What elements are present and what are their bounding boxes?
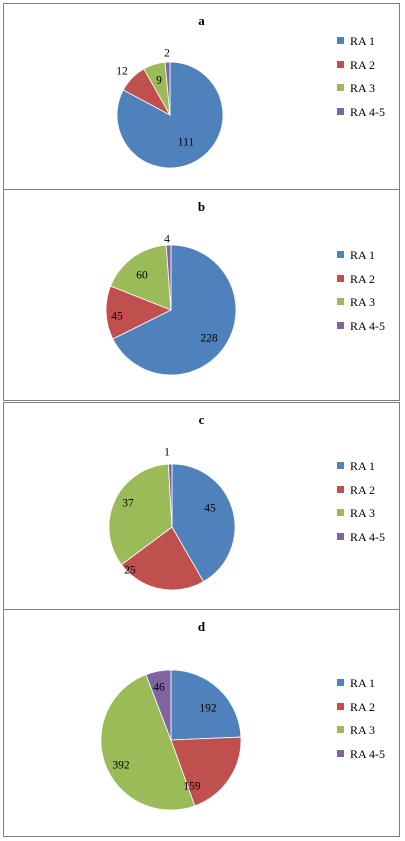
pie-slice-ra-2 <box>120 526 205 591</box>
chart-panel-a: a 111 12 9 2 RA 1 RA 2 RA 3 RA 4-5 <box>3 3 400 190</box>
data-label: 9 <box>156 75 162 87</box>
data-label: 25 <box>124 565 136 577</box>
legend-swatch <box>337 532 344 540</box>
legend-swatch <box>337 60 344 68</box>
data-label: 37 <box>122 498 134 510</box>
data-label: 159 <box>183 781 201 793</box>
legend-label: RA 4-5 <box>350 104 386 119</box>
chart-title: d <box>197 619 206 634</box>
chart-panel-c: c 45 25 37 1 RA 1 RA 2 RA 3 RA 4-5 <box>3 402 400 610</box>
pie-chart: 192 159 392 46 <box>100 669 242 811</box>
pie-slice-ra-4-5 <box>165 244 172 311</box>
legend-swatch <box>337 84 344 91</box>
chart-panel-d: d 192 159 392 46 RA 1 RA 2 RA 3 RA 4-5 <box>3 609 400 837</box>
legend-swatch <box>337 462 344 469</box>
legend-swatch <box>337 702 344 710</box>
data-label: 46 <box>153 682 165 694</box>
legend-label: RA 4-5 <box>350 746 386 761</box>
pie-slice-ra-2 <box>105 285 172 340</box>
chart-title: a <box>198 13 205 28</box>
legend-label: RA 2 <box>350 57 376 72</box>
legend-swatch <box>337 251 344 258</box>
pie-chart: 45 25 37 1 <box>108 447 236 591</box>
chart-title: c <box>198 412 205 427</box>
pie-slice-ra-3 <box>100 674 196 811</box>
pie-slice-ra-3 <box>108 463 173 566</box>
data-label: 2 <box>164 48 170 60</box>
legend-swatch <box>337 749 344 757</box>
data-label: 12 <box>116 66 128 78</box>
chart-panel-b: b 228 45 60 4 RA 1 RA 2 RA 3 RA 4-5 <box>3 189 400 401</box>
legend-swatch <box>337 107 344 115</box>
pie-slice-ra-1 <box>171 463 236 583</box>
legend-label: RA 1 <box>350 459 376 473</box>
chart-title: b <box>197 199 206 214</box>
pie-slice-ra-4-5 <box>145 669 172 741</box>
data-label: 60 <box>136 270 148 282</box>
legend-label: RA 3 <box>350 295 376 309</box>
legend-swatch <box>337 298 344 305</box>
pie-slice-ra-1 <box>112 244 237 376</box>
legend-swatch <box>337 485 344 493</box>
legend-label: RA 2 <box>350 699 376 714</box>
legend-swatch <box>337 37 344 44</box>
data-label: 45 <box>111 311 123 323</box>
legend-swatch <box>337 679 344 686</box>
legend-swatch <box>337 274 344 282</box>
legend-label: RA 1 <box>350 34 376 48</box>
pie-slice-ra-1 <box>170 669 242 741</box>
pie-slice-ra-4-5 <box>167 463 173 528</box>
pie-slice-ra-3 <box>110 244 172 311</box>
data-label: 192 <box>199 703 217 715</box>
legend-label: RA 1 <box>350 248 376 262</box>
pie-slice-ra-4-5 <box>164 61 171 116</box>
legend-label: RA 1 <box>350 676 376 690</box>
data-label: 392 <box>112 760 130 772</box>
legend-label: RA 2 <box>350 482 376 497</box>
legend-label: RA 4-5 <box>350 318 386 333</box>
pie-slice-ra-2 <box>170 736 242 807</box>
data-label: 111 <box>178 137 195 149</box>
data-label: 1 <box>164 447 170 459</box>
data-label: 45 <box>204 503 216 515</box>
data-label: 4 <box>164 234 170 246</box>
legend-label: RA 3 <box>350 723 376 737</box>
legend-swatch <box>337 726 344 733</box>
data-label: 228 <box>200 333 218 345</box>
legend-swatch <box>337 509 344 516</box>
pie-chart: 111 12 9 2 <box>116 48 224 169</box>
legend-swatch <box>337 321 344 329</box>
pie-chart: 228 45 60 4 <box>105 234 237 376</box>
legend-label: RA 4-5 <box>350 529 386 544</box>
legend-label: RA 3 <box>350 506 376 520</box>
legend-label: RA 2 <box>350 271 376 286</box>
legend-label: RA 3 <box>350 81 376 95</box>
